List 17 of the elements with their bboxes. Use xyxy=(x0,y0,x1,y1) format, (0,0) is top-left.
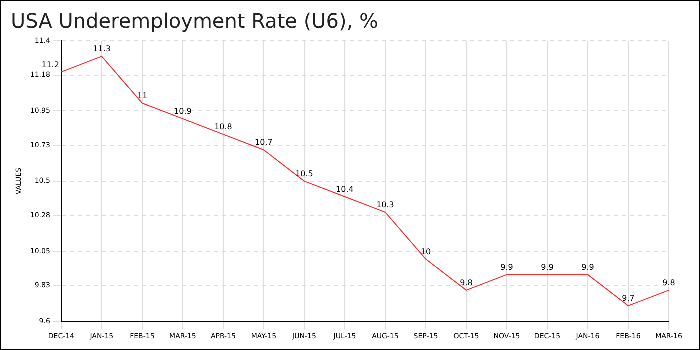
data-label: 10.9 xyxy=(174,107,192,116)
data-label: 9.8 xyxy=(662,278,676,288)
chart-title: USA Underemployment Rate (U6), % xyxy=(11,9,379,33)
data-label: 10.4 xyxy=(336,184,354,194)
data-label: 10.8 xyxy=(214,122,232,132)
data-label: 10.3 xyxy=(376,200,394,210)
data-label: 11.2 xyxy=(42,60,60,70)
data-label: 11.3 xyxy=(93,44,111,54)
data-label: 10.7 xyxy=(255,138,273,148)
data-label: 9.7 xyxy=(622,294,635,304)
data-label: 9.9 xyxy=(582,262,594,272)
data-label: 9.8 xyxy=(460,278,473,288)
data-label: 9.9 xyxy=(541,262,554,272)
data-label: 9.9 xyxy=(500,262,514,272)
data-label: 10 xyxy=(420,247,432,256)
data-label: 11 xyxy=(137,91,148,100)
data-label: 10.5 xyxy=(296,169,314,178)
